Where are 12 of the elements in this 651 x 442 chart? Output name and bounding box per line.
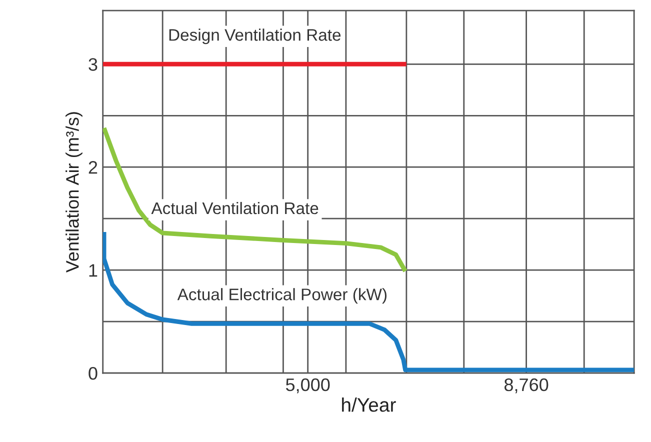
- y-tick-label: 0: [88, 366, 98, 380]
- y-tick-label: 1: [89, 264, 98, 277]
- y-axis-title: Ventilation Air (m³/s): [66, 112, 82, 273]
- y-tick-label: 3: [88, 58, 98, 71]
- x-tick-label: 5,000: [286, 378, 330, 394]
- series-label: Design Ventilation Rate: [169, 28, 341, 44]
- series-label: Actual Ventilation Rate: [151, 202, 318, 214]
- x-tick-label: 8,760: [504, 378, 548, 394]
- y-tick-label: 2: [88, 161, 98, 174]
- x-axis-title: h/Year: [342, 398, 396, 412]
- line-series: [102, 126, 408, 274]
- series-label: Actual Electrical Power (kW): [177, 288, 387, 304]
